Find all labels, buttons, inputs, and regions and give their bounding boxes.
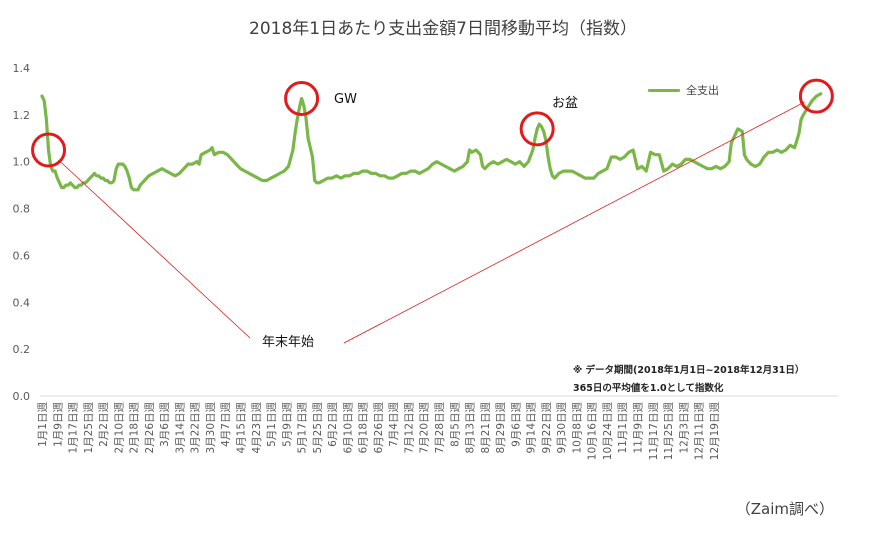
legend-label: 全支出 [686, 84, 719, 97]
x-tick-label: 6月26日週 [373, 402, 385, 454]
series-line [40, 92, 823, 192]
x-tick-label: 5月25日週 [312, 402, 324, 454]
x-tick-label: 6月18日週 [358, 402, 370, 454]
x-tick-label: 12月3日週 [678, 402, 690, 454]
x-axis: 1月1日週 1月9日週 1月17日週 1月25日週 2月2日週 2月10日週 2月18日週 2… [37, 395, 838, 461]
chart-title: 2018年1日あたり支出金額7日間移動平均（指数） [249, 19, 637, 39]
x-tick-label: 10月8日週 [571, 402, 583, 454]
x-tick-label: 7月28日週 [434, 402, 446, 454]
x-tick-label: 1月25日週 [83, 402, 95, 454]
x-tick-label: 7月12日週 [403, 402, 415, 454]
x-tick-label: 2月2日週 [98, 402, 110, 447]
x-tick-label: 2月10日週 [113, 402, 125, 454]
annotation-obon: お盆 [552, 96, 579, 111]
legend-swatch [648, 88, 680, 92]
y-tick-label: 0.8 [13, 203, 31, 216]
x-tick-label: 9月30日週 [556, 402, 568, 454]
x-tick-label: 4月7日週 [220, 402, 232, 447]
x-tick-label: 2月18日週 [129, 402, 141, 454]
x-tick-label: 8月5日週 [449, 402, 461, 447]
y-tick-label: 0.6 [13, 249, 31, 262]
x-tick-label: 6月10日週 [342, 402, 354, 454]
x-tick-label: 12月19日週 [709, 402, 721, 461]
annotation-gw: GW [334, 92, 357, 107]
x-tick-label: 3月6日週 [159, 402, 171, 447]
x-tick-label: 7月4日週 [388, 402, 400, 447]
series-layer [40, 92, 823, 192]
y-tick-label: 0.2 [13, 343, 31, 356]
x-tick-label: 1月17日週 [68, 402, 80, 454]
x-tick-label: 5月9日週 [281, 402, 293, 447]
x-tick-label: 11月1日週 [617, 402, 629, 454]
x-tick-label: 9月14日週 [526, 402, 538, 454]
y-tick-label: 1.2 [13, 109, 31, 122]
x-tick-label: 10月24日週 [602, 402, 614, 461]
x-tick-label: 11月17日週 [648, 402, 660, 461]
x-tick-label: 3月14日週 [174, 402, 186, 454]
x-tick-label: 11月25日週 [663, 402, 675, 461]
connector-line-start [58, 159, 251, 339]
x-tick-label: 9月6日週 [510, 402, 522, 447]
highlight-circle-gw [284, 80, 320, 116]
x-tick-label: 3月30日週 [205, 402, 217, 454]
annotation-new-year: 年末年始 [262, 335, 315, 350]
x-tick-label: 1月1日週 [37, 402, 49, 447]
highlight-circle-new-year-start [31, 132, 67, 168]
y-tick-label: 1.4 [13, 62, 31, 75]
connector-line-end [343, 101, 805, 344]
x-tick-label: 11月9日週 [633, 402, 645, 454]
y-tick-label: 0.4 [13, 296, 31, 309]
x-tick-label: 6月2日週 [327, 402, 339, 447]
x-tick-label: 8月29日週 [495, 402, 507, 454]
y-tick-label: 0.0 [13, 390, 31, 403]
y-tick-label: 1.0 [13, 156, 31, 169]
source-note: （Zaim調べ） [735, 500, 834, 518]
x-tick-label: 12月11日週 [694, 402, 706, 461]
index-note: 365日の平均値を1.0として指数化 [573, 383, 724, 394]
x-tick-label: 5月17日週 [297, 402, 309, 454]
x-tick-label: 2月26日週 [144, 402, 156, 454]
x-tick-label: 5月1日週 [266, 402, 278, 447]
x-tick-label: 10月16日週 [587, 402, 599, 461]
x-tick-label: 7月20日週 [419, 402, 431, 454]
data-period-note: ※ データ期間(2018年1月1日~2018年12月31日） [573, 365, 805, 376]
x-tick-label: 4月15日週 [236, 402, 248, 454]
highlight-circle-new-year-end [798, 78, 834, 114]
highlight-layer [31, 78, 834, 344]
highlight-circle-obon [519, 111, 555, 147]
legend: 全支出 [648, 82, 719, 98]
x-tick-label: 1月9日週 [52, 402, 64, 447]
y-axis: 0.0 0.2 0.4 0.6 0.8 1.0 1.2 1.4 [13, 62, 31, 403]
x-tick-label: 8月21日週 [480, 402, 492, 454]
x-tick-label: 3月22日週 [190, 402, 202, 454]
x-tick-label: 9月22日週 [541, 402, 553, 454]
x-tick-label: 4月23日週 [251, 402, 263, 454]
x-tick-label: 8月13日週 [465, 402, 477, 454]
